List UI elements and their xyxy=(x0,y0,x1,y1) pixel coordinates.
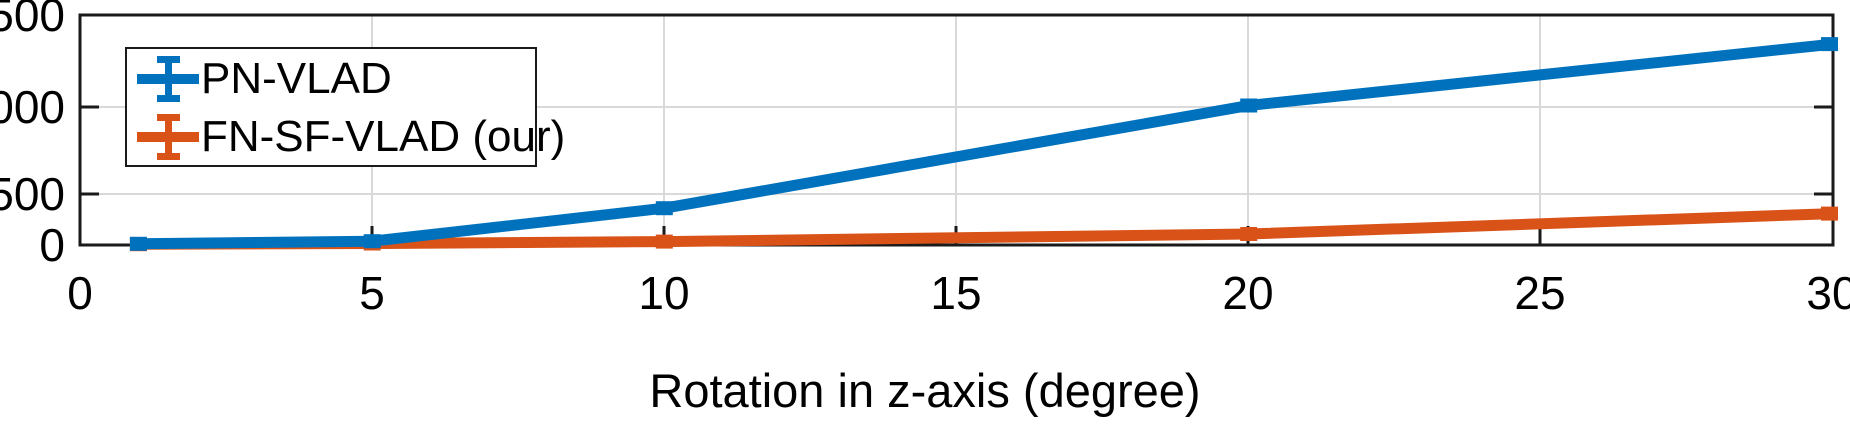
data-marker xyxy=(129,236,147,251)
x-tick-label-10: 10 xyxy=(638,267,690,319)
y-tick-label-1500: 1500 xyxy=(0,0,65,41)
x-tick-label-0: 0 xyxy=(67,267,93,319)
x-tick-label-15: 15 xyxy=(930,267,982,319)
chart-legend: PN-VLAD FN-SF-VLAD (our) xyxy=(125,47,565,167)
x-tick-label-30: 30 xyxy=(1806,267,1850,319)
y-tick-label-0: 0 xyxy=(39,219,65,271)
x-tick-label-20: 20 xyxy=(1222,267,1274,319)
data-marker xyxy=(655,201,673,216)
data-marker xyxy=(1240,227,1258,241)
y-tick-label-500: 500 xyxy=(0,168,65,220)
x-tick-label-25: 25 xyxy=(1514,267,1566,319)
data-marker xyxy=(655,234,673,249)
legend-label: FN-SF-VLAD (our) xyxy=(201,112,566,161)
data-marker xyxy=(1821,206,1838,221)
errorbar-marker-icon xyxy=(137,109,199,165)
legend-label: PN-VLAD xyxy=(201,54,392,103)
series-line-pn-vlad xyxy=(129,37,1838,251)
y-tick-label-1000: 1000 xyxy=(0,81,65,133)
x-axis-title: Rotation in z-axis (degree) xyxy=(649,364,1201,417)
errorbar-marker-icon xyxy=(137,51,199,107)
legend-entry-fn-sf-vlad[interactable]: FN-SF-VLAD (our) xyxy=(127,107,565,167)
data-marker xyxy=(363,234,381,249)
data-marker xyxy=(1240,98,1258,113)
data-marker xyxy=(1821,37,1838,52)
x-tick-label-5: 5 xyxy=(359,267,385,319)
legend-entry-pn-vlad[interactable]: PN-VLAD xyxy=(127,49,535,109)
